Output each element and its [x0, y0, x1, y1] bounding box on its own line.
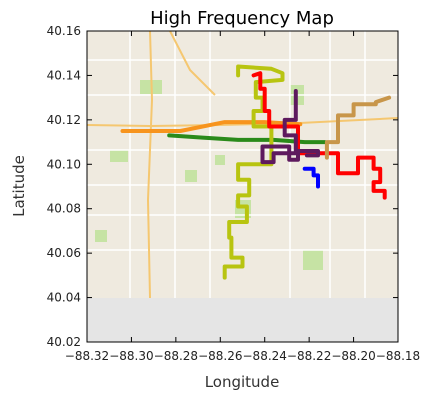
- chart-title: High Frequency Map: [150, 8, 334, 29]
- x-tick-label: −88.28: [154, 349, 198, 363]
- y-axis: 40.02 40.04 40.06 40.08 40.10 40.12 40.14 40.16: [47, 24, 398, 349]
- x-tick-label: −88.18: [376, 349, 420, 363]
- x-tick-label: −88.22: [287, 349, 331, 363]
- route-line-4: [251, 71, 387, 200]
- route-line-7: [324, 95, 392, 160]
- x-axis: −88.32 −88.30 −88.28 −88.26 −88.24 −88.22 −88.…: [65, 31, 420, 363]
- x-tick-label: −88.30: [109, 349, 153, 363]
- x-tick-label: −88.26: [198, 349, 242, 363]
- route-line-5: [260, 89, 320, 165]
- route-line-6: [302, 166, 320, 189]
- map-background: [87, 31, 398, 342]
- y-tick-label: 40.16: [47, 24, 81, 38]
- basemap-roads: [87, 31, 398, 298]
- y-tick-label: 40.06: [47, 246, 81, 260]
- route-line-3: [222, 64, 285, 280]
- route-line-1: [120, 120, 303, 133]
- x-tick-label: −88.24: [243, 349, 287, 363]
- y-tick-label: 40.12: [47, 113, 81, 127]
- x-tick-label: −88.20: [331, 349, 375, 363]
- plot-frame: [86, 30, 399, 343]
- y-tick-label: 40.08: [47, 202, 81, 216]
- x-axis-label: Longitude: [205, 373, 280, 391]
- y-tick-label: 40.10: [47, 157, 81, 171]
- x-tick-label: −88.32: [65, 349, 109, 363]
- y-axis-label: Latitude: [10, 155, 28, 217]
- routes-layer: [120, 64, 392, 280]
- y-tick-label: 40.04: [47, 291, 81, 305]
- y-tick-label: 40.14: [47, 68, 81, 82]
- route-line-2: [167, 133, 327, 145]
- y-tick-label: 40.02: [47, 335, 81, 349]
